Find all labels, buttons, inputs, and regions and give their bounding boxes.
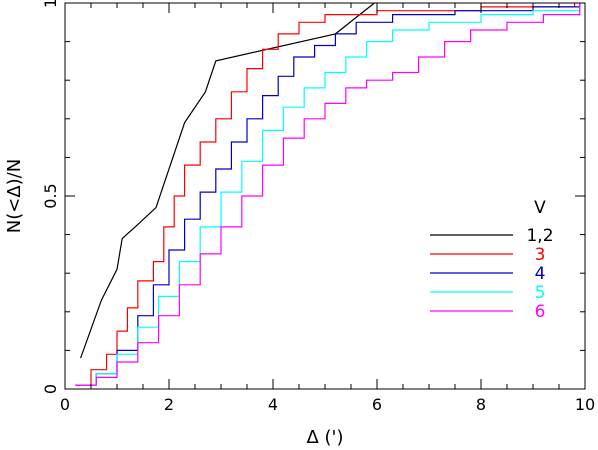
- legend-label-2: 3: [535, 245, 546, 265]
- series-line-1: [80, 2, 375, 359]
- legend-label-3: 4: [535, 264, 546, 284]
- data-layer: [75, 2, 581, 386]
- series-line-2: [75, 3, 576, 386]
- tick-layer: 0 2 4 6 8 10 0 0.5 1: [41, 0, 595, 414]
- legend-label-1: 1,2: [526, 226, 553, 246]
- y-axis-title: N(<Δ)/N: [4, 159, 25, 233]
- series-line-5: [75, 3, 581, 386]
- series-line-4: [75, 3, 581, 386]
- x-tick-label: 0: [60, 395, 70, 414]
- x-tick-label: 2: [164, 395, 174, 414]
- y-tick-label: 1: [41, 0, 60, 8]
- x-tick-label: 8: [476, 395, 486, 414]
- plot-frame: [64, 2, 586, 390]
- x-axis-title: Δ ('): [306, 427, 343, 448]
- legend-title: V: [534, 198, 546, 218]
- legend-label-5: 6: [535, 302, 546, 322]
- legend-label-4: 5: [535, 283, 546, 303]
- x-tick-label: 6: [372, 395, 382, 414]
- x-tick-label: 4: [268, 395, 278, 414]
- y-tick-label: 0: [41, 384, 60, 394]
- y-tick-label: 0.5: [41, 183, 60, 208]
- x-tick-label: 10: [575, 395, 595, 414]
- series-line-3: [75, 3, 581, 386]
